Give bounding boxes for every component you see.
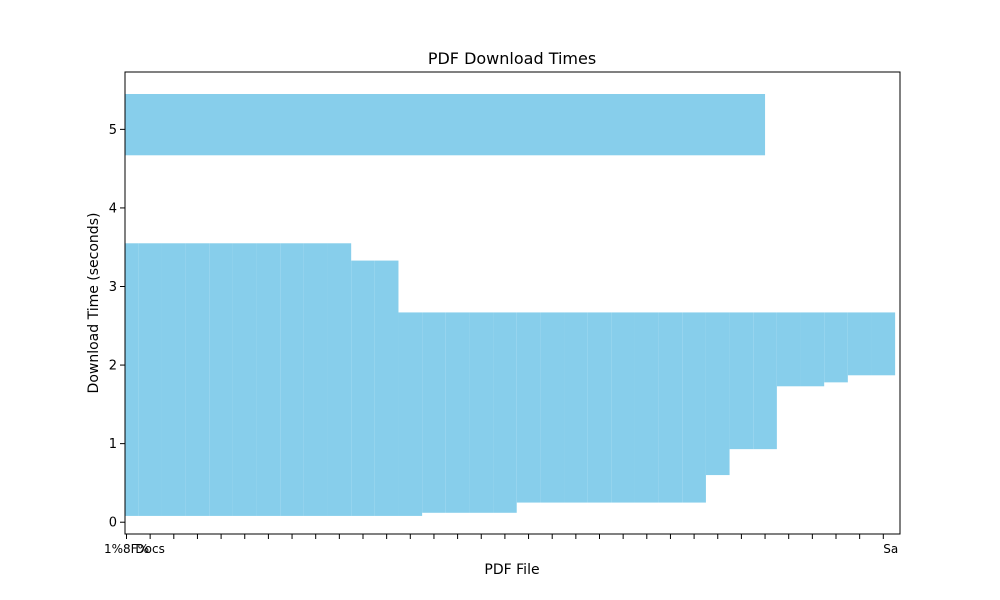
bar xyxy=(682,312,706,503)
x-tick-label: Sa xyxy=(883,542,898,556)
bar xyxy=(125,243,139,516)
bar xyxy=(138,243,162,516)
y-axis-label: Download Time (seconds) xyxy=(86,213,102,394)
bar xyxy=(776,312,801,387)
y-tick-label: 4 xyxy=(109,201,117,216)
y-axis: 0 1 2 3 4 5 xyxy=(109,123,125,531)
axes-frame xyxy=(124,71,901,535)
bar xyxy=(587,312,612,503)
bar xyxy=(398,312,423,516)
y-tick-label: 5 xyxy=(109,123,117,138)
y-tick-label: 0 xyxy=(109,516,117,531)
bar xyxy=(327,243,352,516)
bar xyxy=(564,312,588,503)
x-tick-label: 1%8F% xyxy=(104,542,149,556)
x-axis-label: PDF File xyxy=(484,562,539,578)
y-tick-label: 3 xyxy=(109,280,117,295)
bar xyxy=(634,312,659,503)
bar xyxy=(374,260,399,516)
bar xyxy=(824,312,848,383)
bar xyxy=(351,260,375,516)
bar xyxy=(540,312,565,503)
bar xyxy=(303,243,328,516)
bar xyxy=(847,312,872,376)
bar xyxy=(705,312,730,476)
bar xyxy=(161,243,186,516)
bar xyxy=(232,243,257,516)
bar xyxy=(753,312,777,450)
x-axis: 1%8F%Docs Sa xyxy=(104,534,898,556)
bar xyxy=(871,312,896,376)
bar xyxy=(469,312,494,513)
plot-area xyxy=(125,94,896,516)
bar xyxy=(445,312,470,513)
bar xyxy=(729,312,754,450)
bar-overlay xyxy=(125,94,766,156)
y-tick-label: 1 xyxy=(109,437,117,452)
bar xyxy=(611,312,635,503)
bar xyxy=(422,312,446,513)
chart-title: PDF Download Times xyxy=(428,49,596,68)
bar xyxy=(256,243,281,516)
bar xyxy=(185,243,210,516)
x-tick-label: Docs xyxy=(135,542,164,556)
y-tick-label: 2 xyxy=(109,359,117,374)
bar xyxy=(800,312,825,387)
bar xyxy=(209,243,233,516)
bar xyxy=(493,312,517,513)
bar xyxy=(516,312,541,503)
bar xyxy=(280,243,304,516)
bar xyxy=(658,312,683,503)
